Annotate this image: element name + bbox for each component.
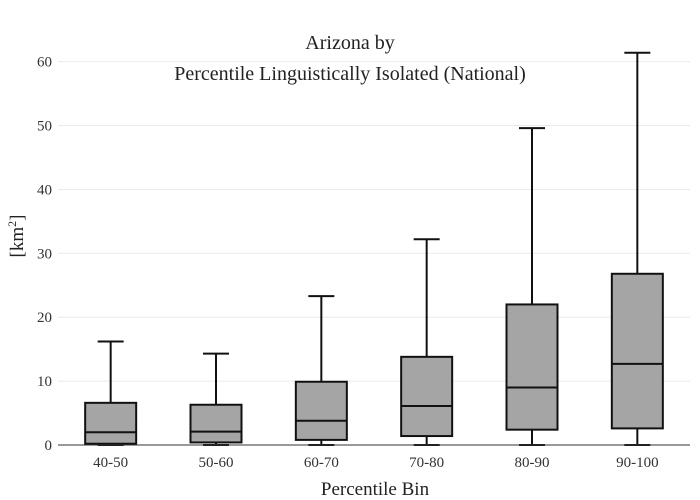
- x-tick-label: 90-100: [616, 455, 659, 471]
- chart-title-line-1: Arizona by: [305, 32, 394, 54]
- y-axis-title-close: ]: [7, 215, 28, 221]
- y-tick-label: 20: [37, 310, 52, 326]
- x-axis-title: Percentile Bin: [321, 479, 430, 500]
- box-iqr: [610, 272, 664, 430]
- x-tick-label: 70-80: [409, 455, 444, 471]
- x-tick-label: 60-70: [304, 455, 339, 471]
- box-iqr: [400, 355, 454, 438]
- x-tick-label: 50-60: [199, 455, 234, 471]
- x-tick-label: 40-50: [93, 455, 128, 471]
- box-90-100: [610, 51, 664, 446]
- boxes: [84, 51, 664, 446]
- y-tick-label: 50: [37, 119, 52, 135]
- box-iqr: [294, 380, 348, 441]
- y-axis-title-base: [km: [7, 227, 28, 258]
- box-50-60: [189, 352, 243, 446]
- y-axis-title-sup: 2: [5, 221, 19, 227]
- box-iqr: [189, 403, 243, 444]
- gridlines: [58, 61, 690, 382]
- box-80-90: [505, 127, 559, 446]
- y-tick-label: 60: [37, 55, 52, 71]
- y-axis-title: [km2]: [5, 215, 28, 258]
- y-tick-label: 30: [37, 246, 52, 262]
- box-iqr: [84, 401, 138, 445]
- y-tick-labels: 0 10 20 30 40 50 60: [37, 55, 52, 454]
- y-tick-label: 0: [45, 438, 53, 454]
- box-60-70: [294, 295, 348, 446]
- y-tick-label: 40: [37, 182, 52, 198]
- chart-title-line-2: Percentile Linguistically Isolated (Nati…: [174, 63, 526, 85]
- box-iqr: [505, 303, 559, 431]
- y-tick-label: 10: [37, 374, 52, 390]
- box-70-80: [400, 238, 454, 446]
- x-tick-labels: 40-50 50-60 60-70 70-80 80-90 90-100: [93, 455, 658, 471]
- x-tick-label: 80-90: [515, 455, 550, 471]
- box-40-50: [84, 340, 138, 446]
